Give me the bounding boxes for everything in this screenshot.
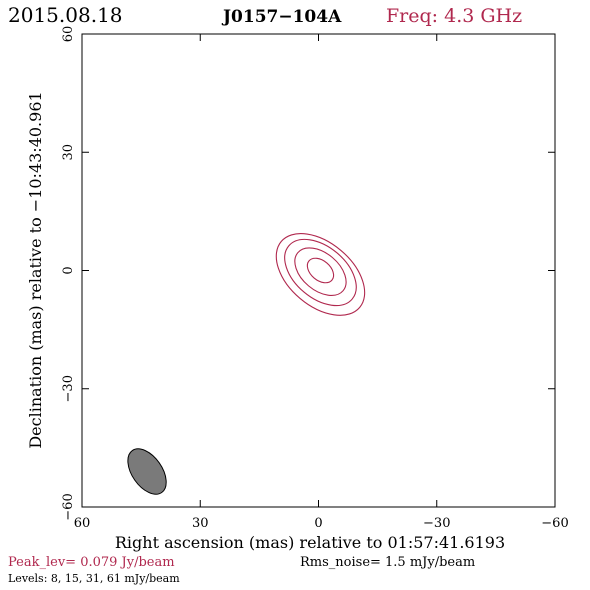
x-tick-label: 0 <box>314 516 322 531</box>
y-tick-label: 30 <box>61 144 76 161</box>
plot-frame <box>81 33 556 508</box>
frequency-label: Freq: 4.3 GHz <box>386 5 522 27</box>
y-axis-label: Declination (mas) relative to −10:43:40.… <box>26 91 45 448</box>
y-tick-label: 0 <box>61 266 76 274</box>
contour-level-61 <box>306 257 335 284</box>
axis-ticks <box>81 33 556 508</box>
rms-noise: Rms_noise= 1.5 mJy/beam <box>300 555 475 570</box>
contour-group <box>275 233 366 316</box>
observation-date: 2015.08.18 <box>8 3 123 27</box>
peak-level: Peak_lev= 0.079 Jy/beam <box>8 555 175 570</box>
source-name: J0157−104A <box>221 7 342 27</box>
contour-level-31 <box>294 247 347 296</box>
contour-level-15 <box>284 238 357 307</box>
x-tick-label: 30 <box>192 516 209 531</box>
beam-ellipse <box>127 448 167 495</box>
contour-levels: Levels: 8, 15, 31, 61 mJy/beam <box>8 572 180 585</box>
x-axis-label: Right ascension (mas) relative to 01:57:… <box>115 533 505 552</box>
contour-level-8 <box>275 233 366 316</box>
x-tick-label: −60 <box>541 516 568 531</box>
beam-group <box>127 448 167 495</box>
x-tick-label: −30 <box>423 516 450 531</box>
x-tick-label: 60 <box>74 516 91 531</box>
y-tick-labels: −60 −30 0 30 60 <box>61 26 76 521</box>
x-tick-labels: 60 30 0 −30 −60 <box>74 516 569 531</box>
y-tick-label: 60 <box>61 26 76 43</box>
y-tick-label: −30 <box>61 375 76 402</box>
y-tick-label: −60 <box>61 493 76 520</box>
